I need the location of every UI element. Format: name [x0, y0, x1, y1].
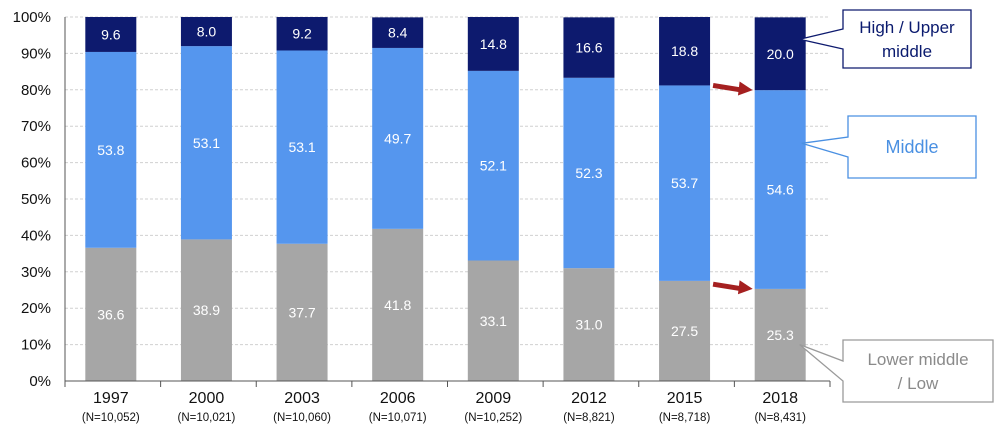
y-tick-label: 0%: [29, 373, 51, 390]
data-label: 20.0: [767, 46, 794, 62]
bar-segment: [563, 77, 615, 269]
x-tick-label: 2009: [476, 390, 512, 407]
trend-arrow: [712, 81, 753, 96]
bar-segment: [180, 239, 232, 381]
trend-arrow: [712, 280, 753, 295]
callout: High / Upper middle: [799, 9, 972, 69]
callout-label: / Low: [898, 374, 939, 393]
bar-segment: [180, 17, 232, 47]
data-label: 54.6: [767, 182, 794, 198]
bar-segment: [85, 247, 137, 381]
data-label: 18.8: [671, 43, 698, 59]
sample-size-label: (N=10,021): [178, 412, 236, 424]
x-tick-label: 1997: [93, 390, 129, 407]
bar-segment: [85, 51, 137, 248]
data-label: 41.8: [384, 297, 411, 313]
y-tick-label: 40%: [21, 227, 51, 244]
data-label: 31.0: [575, 317, 602, 333]
y-tick-label: 100%: [13, 9, 51, 26]
callout-label: High / Upper: [859, 18, 955, 37]
bar-segment: [372, 228, 424, 381]
bar-segment: [276, 243, 328, 381]
data-label: 38.9: [193, 302, 220, 318]
x-tick-label: 2012: [571, 390, 607, 407]
data-label: 8.0: [197, 24, 217, 40]
y-tick-label: 80%: [21, 82, 51, 99]
bar-segment: [563, 268, 615, 381]
y-axis: 0% 10% 20% 30% 40% 50% 60% 70% 80% 90% 100%: [13, 9, 66, 390]
data-label: 52.3: [575, 165, 602, 181]
x-tick-label: 2006: [380, 390, 416, 407]
x-tick-label: 2003: [284, 390, 320, 407]
bar-segment: [563, 17, 615, 78]
x-tick-label: 2000: [189, 390, 225, 407]
data-label: 52.1: [480, 158, 507, 174]
bar-segment: [85, 17, 137, 52]
trend-arrows: [712, 81, 753, 295]
bar-segment: [754, 288, 806, 381]
bar-segment: [276, 50, 328, 244]
bar-segment: [467, 70, 519, 261]
y-tick-label: 90%: [21, 45, 51, 62]
bar-segment: [659, 280, 711, 381]
callouts: High / Upper middle Middle Lower middle / Lo…: [799, 9, 994, 403]
data-label: 49.7: [384, 130, 411, 146]
sample-size-label: (N=10,060): [273, 412, 331, 424]
callout-label: Middle: [885, 137, 938, 157]
data-label: 14.8: [480, 36, 507, 52]
data-label: 8.4: [388, 25, 408, 41]
bar-segment: [180, 46, 232, 240]
x-tick-label: 2018: [762, 390, 798, 407]
data-label: 9.2: [292, 26, 312, 42]
callout: Middle: [801, 115, 977, 179]
data-label: 9.6: [101, 26, 121, 42]
y-tick-label: 60%: [21, 155, 51, 172]
data-label: 33.1: [480, 313, 507, 329]
data-label: 16.6: [575, 40, 602, 56]
sample-size-label: (N=10,252): [464, 412, 522, 424]
callout-label: Lower middle: [867, 350, 968, 369]
bar-segment: [754, 90, 806, 289]
data-label: 27.5: [671, 323, 698, 339]
bar-segment: [372, 17, 424, 48]
y-tick-label: 30%: [21, 264, 51, 281]
y-tick-label: 70%: [21, 118, 51, 135]
sample-size-label: (N=8,431): [754, 412, 806, 424]
bar-segment: [754, 17, 806, 91]
x-tick-label: 2015: [667, 390, 703, 407]
bar-segment: [659, 85, 711, 281]
sample-size-label: (N=10,052): [82, 412, 140, 424]
bar-segment: [276, 17, 328, 51]
x-axis: 1997 (N=10,052) 2000 (N=10,021) 2003 (N=10,06…: [64, 380, 831, 424]
y-tick-label: 20%: [21, 300, 51, 317]
data-label: 53.1: [193, 135, 220, 151]
bar-segment: [467, 260, 519, 381]
callout-label: middle: [882, 42, 932, 61]
sample-size-label: (N=8,821): [563, 412, 615, 424]
grid-lines: [65, 16, 830, 382]
bar-segment: [659, 17, 711, 86]
bar-segment: [372, 47, 424, 229]
data-label: 37.7: [288, 304, 315, 320]
data-label: 25.3: [767, 327, 794, 343]
data-label: 53.8: [97, 142, 124, 158]
bar-segment: [467, 17, 519, 71]
callout: Lower middle / Low: [799, 339, 994, 403]
data-label: 53.7: [671, 175, 698, 191]
bars: 36.6 53.8 9.6 38.9 53.1 8.0 37.7 53.1 9.2 41.8 49.…: [85, 17, 806, 381]
y-tick-label: 10%: [21, 337, 51, 354]
data-label: 36.6: [97, 306, 124, 322]
sample-size-label: (N=10,071): [369, 412, 427, 424]
y-tick-label: 50%: [21, 191, 51, 208]
sample-size-label: (N=8,718): [659, 412, 711, 424]
data-label: 53.1: [288, 139, 315, 155]
